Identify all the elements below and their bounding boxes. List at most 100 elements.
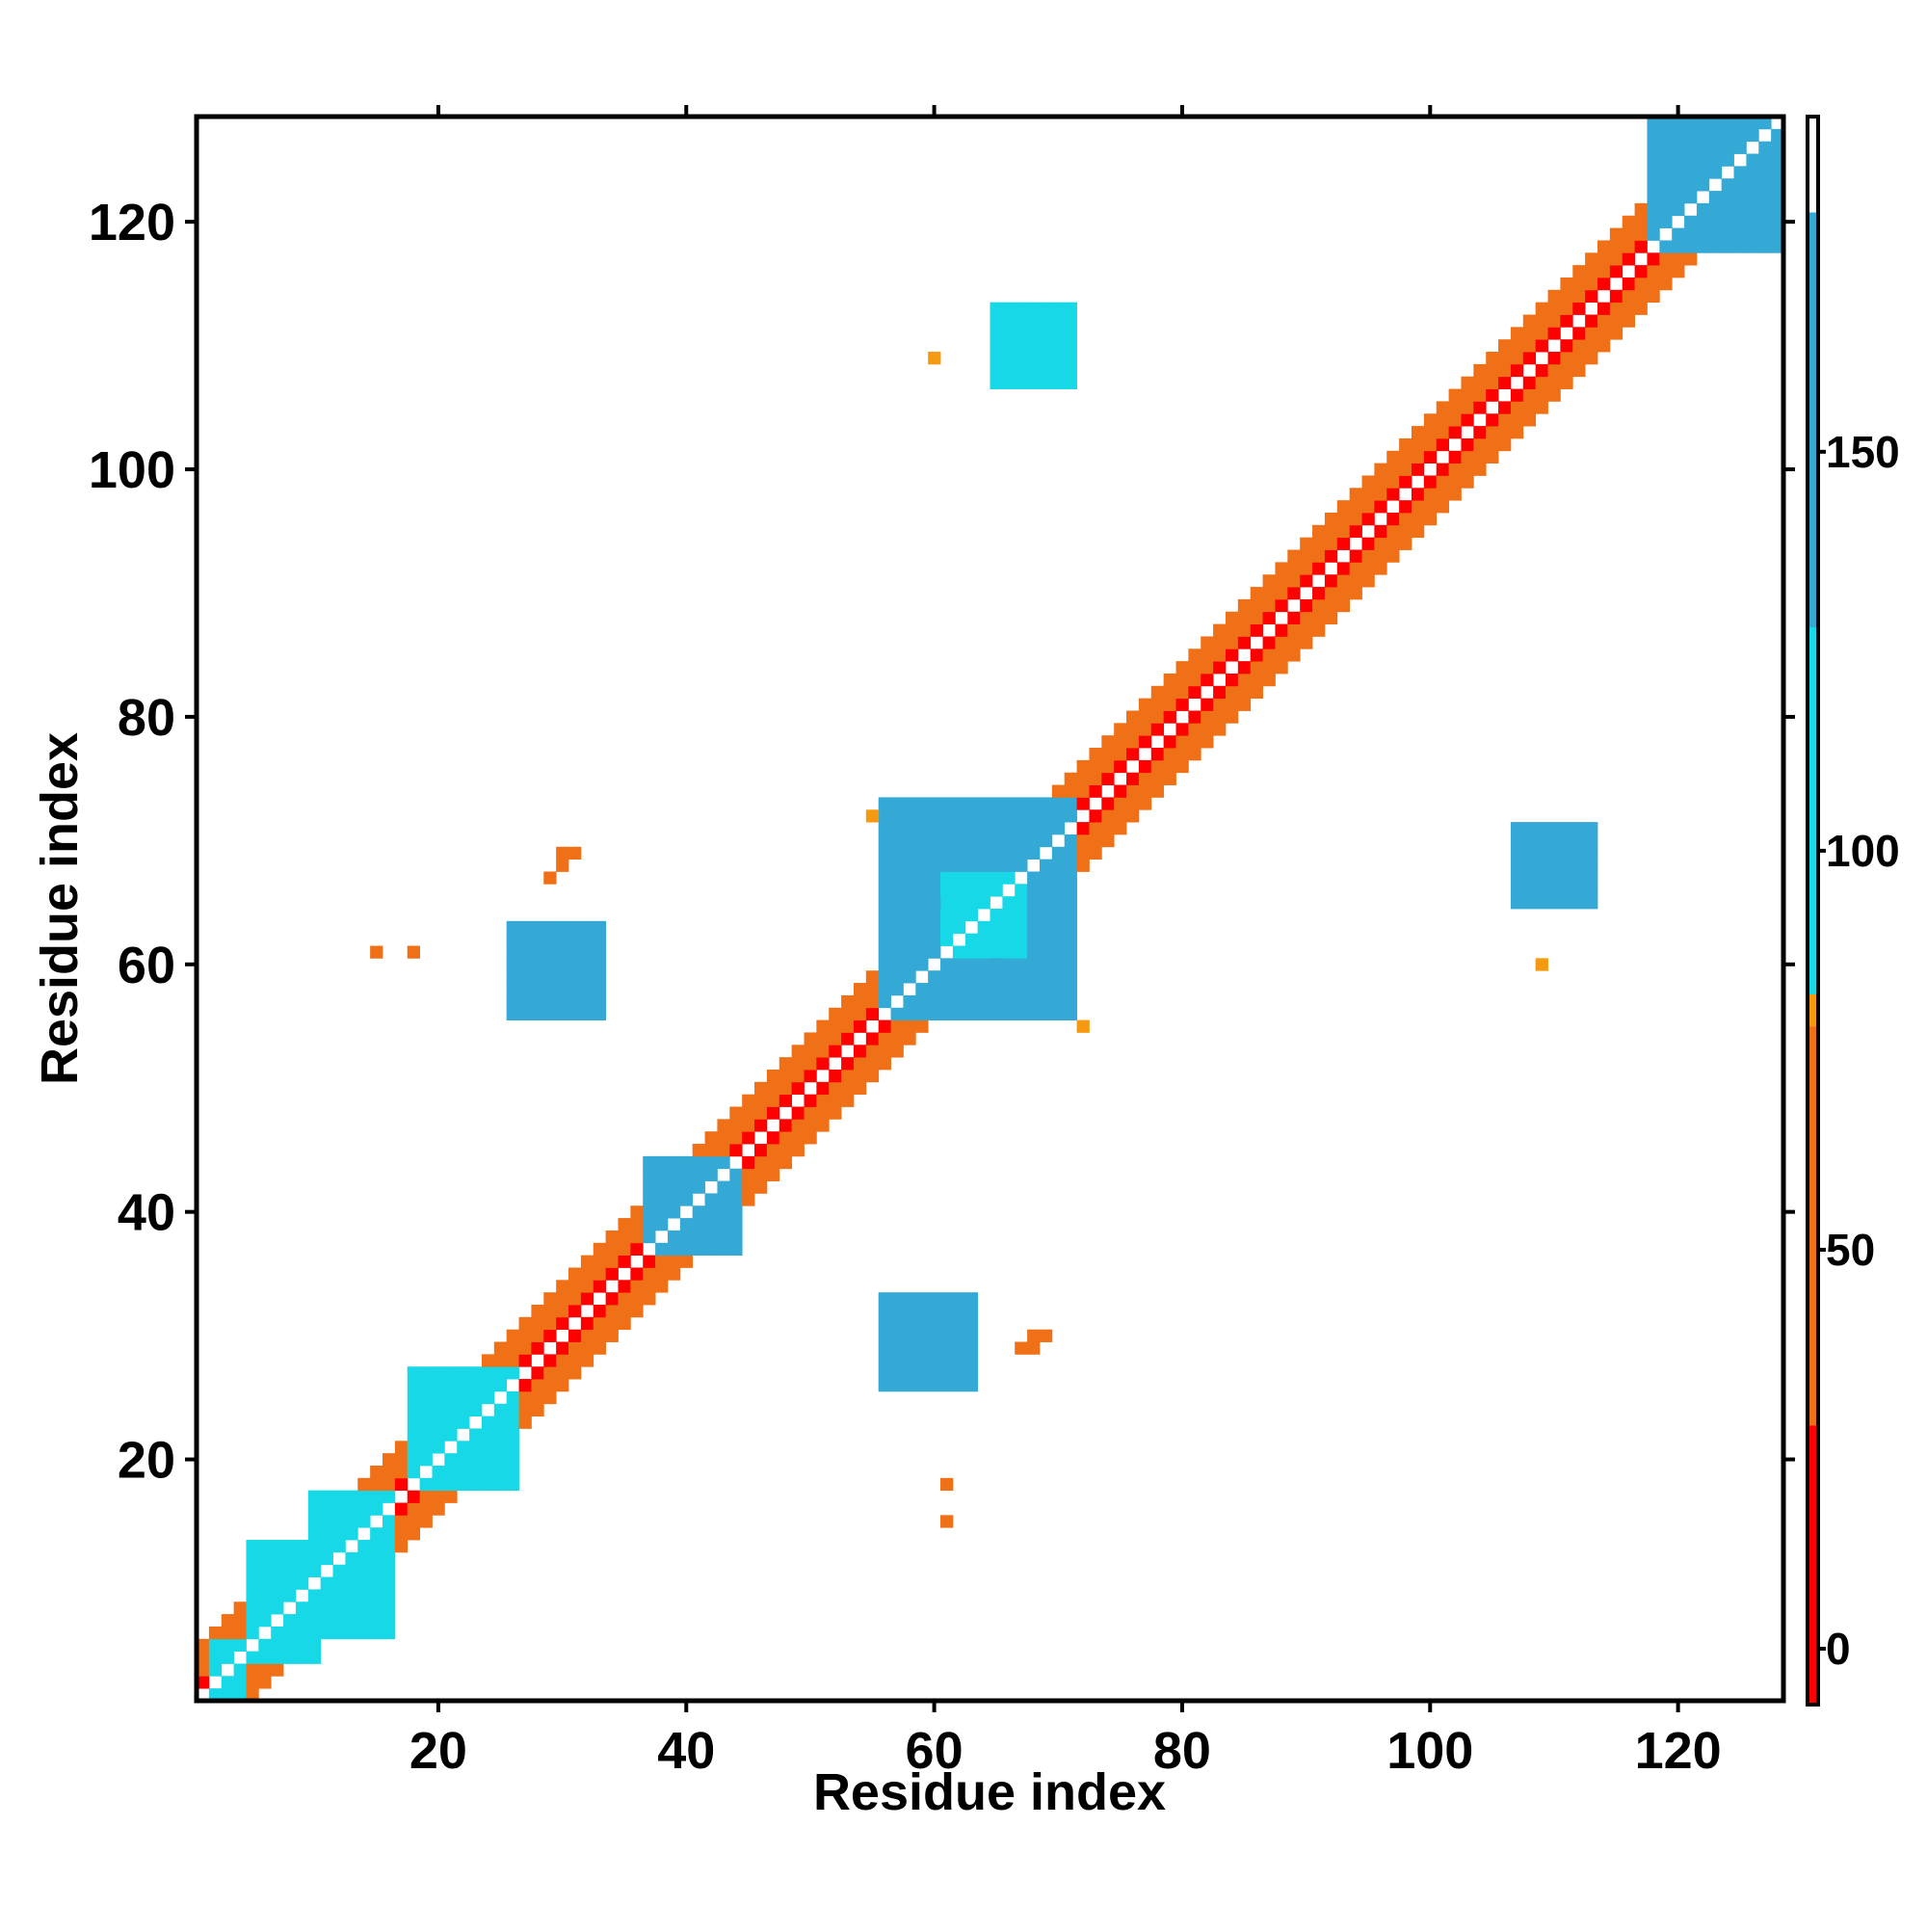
heatmap-cell [964,884,979,897]
heatmap-cell [990,834,1003,848]
heatmap-cell [1051,327,1066,340]
heatmap-cell [531,1403,544,1416]
heatmap-cell [1027,363,1041,378]
heatmap-cell [704,1155,718,1170]
heatmap-cell [1399,537,1412,550]
heatmap-cell [1336,500,1351,514]
heatmap-cell [990,809,1003,823]
heatmap-cell [481,1477,495,1492]
heatmap-cell [1758,117,1772,130]
heatmap-cell [357,1564,371,1577]
heatmap-cell [890,920,904,935]
heatmap-cell [990,363,1003,378]
heatmap-cell [1201,673,1214,687]
heatmap-cell [1163,772,1176,785]
heatmap-cell [829,1007,842,1020]
heatmap-cell [1287,623,1301,637]
heatmap-cell [1721,202,1734,217]
heatmap-cell [543,1316,557,1331]
heatmap-cell [928,994,941,1009]
heatmap-cell [1188,710,1201,724]
heatmap-cell [1051,339,1066,353]
heatmap-cell [1585,327,1598,340]
heatmap-cell [518,1354,532,1367]
heatmap-cell [655,1155,669,1170]
heatmap-cell [952,846,966,860]
heatmap-cell [1659,191,1673,204]
heatmap-cell [457,1453,470,1467]
heatmap-cell [952,797,966,810]
heatmap-cell [1622,215,1635,228]
heatmap-cell [704,1242,718,1257]
heatmap-cell [1114,809,1127,823]
heatmap-cell [345,1551,358,1566]
heatmap-cell [197,1651,210,1664]
colorbar-segment [1808,212,1818,628]
heatmap-cell [295,1626,309,1640]
heatmap-cell [457,1366,470,1380]
heatmap-cell [804,1057,817,1071]
heatmap-cell [829,1032,842,1045]
heatmap-cell [432,1379,445,1392]
heatmap-cell [1535,302,1548,315]
heatmap-cell [543,920,557,935]
heatmap-cell [1522,352,1537,365]
heatmap-cell [1386,537,1400,550]
heatmap-cell [964,1007,979,1020]
heatmap-cell [692,1242,705,1257]
heatmap-cell [383,1589,396,1602]
heatmap-cell [383,1453,396,1467]
heatmap-cell [370,1490,383,1503]
heatmap-cell [332,1626,346,1640]
heatmap-cell [1696,141,1710,154]
heatmap-cell [878,1379,891,1392]
heatmap-cell [506,1477,519,1492]
heatmap-cell [1522,314,1537,328]
heatmap-cell [605,1267,619,1281]
heatmap-cell [1039,983,1053,996]
heatmap-cell [853,1045,867,1058]
heatmap-cell [1089,784,1102,798]
heatmap-cell [1201,710,1214,724]
heatmap-cell [383,1614,396,1628]
heatmap-cell [791,1119,805,1132]
heatmap-cell [1225,673,1239,687]
heatmap-cell [1609,327,1623,340]
heatmap-cell [568,1267,582,1281]
heatmap-cell [1138,759,1152,774]
heatmap-cell [915,896,929,910]
heatmap-cell [1436,475,1449,489]
heatmap-cell [444,1390,458,1405]
heatmap-cell [1101,797,1115,810]
heatmap-cell [1015,933,1028,946]
heatmap-cell [1002,834,1016,848]
colorbar-tick-label: 50 [1826,1225,1875,1275]
heatmap-cell [1560,363,1573,378]
heatmap-cell [1510,401,1524,414]
heatmap-cell [1672,178,1685,192]
heatmap-cell [1374,500,1387,514]
heatmap-cell [1015,314,1028,328]
heatmap-cell [1585,871,1598,885]
heatmap-cell [1076,772,1090,785]
heatmap-cell [1361,488,1375,501]
heatmap-cell [506,958,519,971]
heatmap-cell [1027,352,1041,365]
heatmap-cell [1324,524,1338,539]
heatmap-cell [1572,277,1586,291]
heatmap-cell [977,933,990,946]
heatmap-cell [618,1292,631,1306]
heatmap-cell [1609,314,1623,328]
heatmap-cell [1535,822,1548,835]
heatmap-cell [1399,513,1412,526]
heatmap-cell [295,1540,309,1553]
heatmap-cell [829,1069,842,1083]
heatmap-cell [1535,339,1548,353]
heatmap-cell [1547,314,1561,328]
heatmap-cell [1287,562,1301,575]
heatmap-cell [493,1366,508,1380]
heatmap-cell [407,1390,421,1405]
heatmap-cell [1089,772,1102,785]
heatmap-cell [481,1416,495,1429]
heatmap-cell [1237,598,1252,613]
